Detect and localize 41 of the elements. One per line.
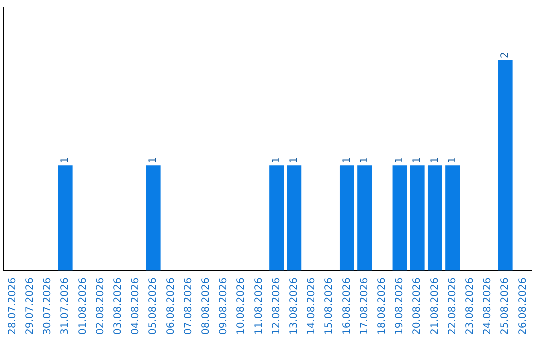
data-label: 1 xyxy=(288,157,300,164)
x-tick-label: 07.08.2026 xyxy=(183,278,194,336)
x-tick-label: 13.08.2026 xyxy=(288,278,300,336)
x-tick-label: 20.08.2026 xyxy=(412,278,424,336)
x-tick-label: 12.08.2026 xyxy=(271,278,282,336)
x-tick-label: 02.08.2026 xyxy=(95,278,106,336)
x-tick-label: 05.08.2026 xyxy=(148,278,160,336)
data-label: 1 xyxy=(430,157,441,164)
x-tick-label: 10.08.2026 xyxy=(236,278,248,336)
x-tick-label: 19.08.2026 xyxy=(394,278,406,336)
x-tick-label: 09.08.2026 xyxy=(218,278,230,336)
x-tick-label: 21.08.2026 xyxy=(430,278,441,336)
data-label: 1 xyxy=(359,157,370,164)
x-tick-label: 24.08.2026 xyxy=(482,278,494,336)
x-tick-label: 03.08.2026 xyxy=(112,278,124,336)
x-tick-label: 18.08.2026 xyxy=(376,278,388,336)
x-tick-label: 16.08.2026 xyxy=(342,278,353,336)
x-tick-label: 25.08.2026 xyxy=(500,278,512,336)
x-tick-label: 06.08.2026 xyxy=(166,278,177,336)
data-label: 1 xyxy=(412,157,424,164)
x-tick-label: 15.08.2026 xyxy=(324,278,336,336)
data-label: 1 xyxy=(447,157,458,164)
data-label: 1 xyxy=(342,157,353,164)
data-label: 2 xyxy=(500,52,512,59)
x-tick-label: 01.08.2026 xyxy=(78,278,89,336)
x-tick-label: 17.08.2026 xyxy=(359,278,370,336)
data-label: 1 xyxy=(148,157,160,164)
x-tick-label: 14.08.2026 xyxy=(306,278,318,336)
x-tick-label: 11.08.2026 xyxy=(254,278,265,336)
data-label: 1 xyxy=(60,157,72,164)
x-tick-label: 22.08.2026 xyxy=(447,278,458,336)
data-label: 1 xyxy=(271,157,282,164)
x-tick-label: 28.07.2026 xyxy=(7,278,18,336)
x-tick-label: 30.07.2026 xyxy=(42,278,54,336)
data-label: 1 xyxy=(394,157,406,164)
x-tick-label: 23.08.2026 xyxy=(464,278,476,336)
x-tick-label: 26.08.2026 xyxy=(518,278,529,336)
x-tick-label: 29.07.2026 xyxy=(24,278,36,336)
x-tick-label: 04.08.2026 xyxy=(130,278,142,336)
x-tick-label: 31.07.2026 xyxy=(60,278,72,336)
x-tick-label: 08.08.2026 xyxy=(200,278,212,336)
